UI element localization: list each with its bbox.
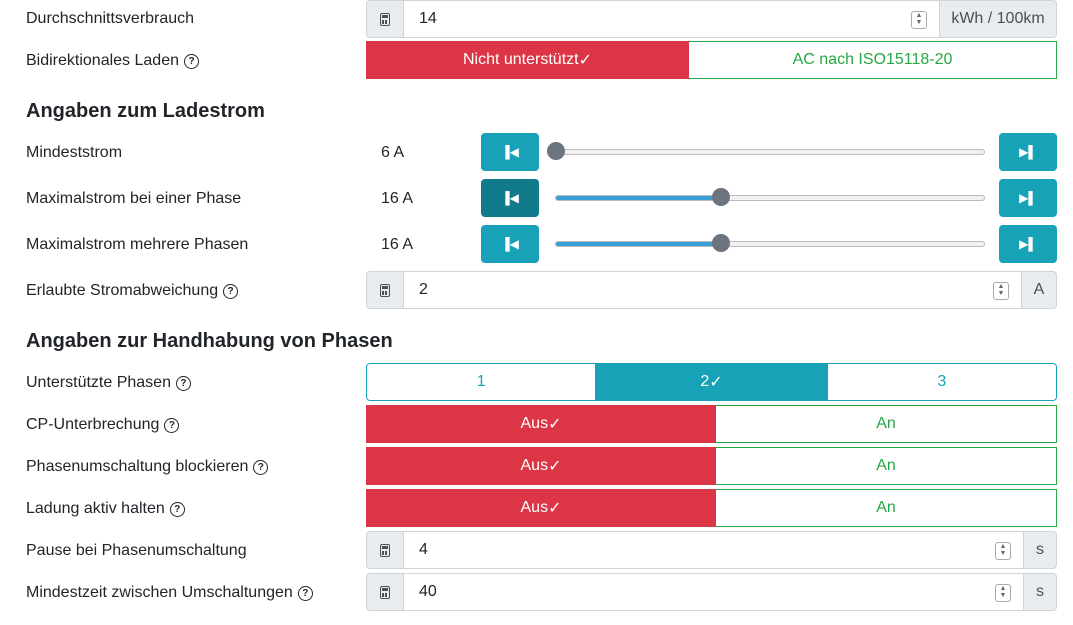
help-icon[interactable]: ? bbox=[175, 375, 191, 391]
check-icon: ✓ bbox=[548, 416, 562, 433]
help-icon[interactable]: ? bbox=[184, 53, 199, 69]
toggle-option-an[interactable]: An bbox=[716, 447, 1057, 485]
toggle-button-group: Aus ✓ An bbox=[366, 405, 1057, 443]
skip-back-icon: ▐◀ bbox=[501, 191, 519, 205]
slider-track[interactable] bbox=[555, 188, 985, 206]
slider-value: 16 A bbox=[381, 190, 414, 207]
bidi-option-nicht-unterstuetzt[interactable]: Nicht unterstützt ✓ bbox=[366, 41, 689, 79]
toggle-button-group: Aus ✓ An bbox=[366, 489, 1057, 527]
toggle-option-an[interactable]: An bbox=[716, 405, 1057, 443]
toggle-option-an[interactable]: An bbox=[716, 489, 1057, 527]
slider-track[interactable] bbox=[547, 142, 985, 160]
slider-value: 16 A bbox=[381, 236, 414, 253]
decrease-button[interactable]: ▐◀ bbox=[481, 179, 539, 217]
help-icon[interactable]: ? bbox=[223, 283, 239, 299]
phasen-button-group: 1 2 ✓ 3 bbox=[366, 363, 1057, 401]
mindestzeit-input[interactable]: 40 ▲ ▼ bbox=[404, 573, 1024, 611]
calculator-icon bbox=[366, 531, 404, 569]
heading-phasen: Angaben zur Handhabung von Phasen bbox=[26, 330, 393, 352]
toggle-label: Ladung aktiv halten? bbox=[26, 500, 185, 518]
spinner-icon[interactable]: ▲ ▼ bbox=[995, 542, 1011, 560]
check-icon: ✓ bbox=[548, 500, 562, 517]
spinner-icon[interactable]: ▲ ▼ bbox=[995, 584, 1011, 602]
toggle-label: Phasenumschaltung blockieren? bbox=[26, 458, 269, 476]
check-icon: ✓ bbox=[709, 374, 723, 391]
toggle-button-group: Aus ✓ An bbox=[366, 447, 1057, 485]
slider-value: 6 A bbox=[381, 144, 405, 161]
toggle-option-aus[interactable]: Aus ✓ bbox=[366, 405, 716, 443]
slider-label: Maximalstrom mehrere Phasen bbox=[26, 236, 249, 253]
help-icon[interactable]: ? bbox=[297, 585, 313, 601]
phasen-label: Unterstützte Phasen? bbox=[26, 374, 191, 392]
calculator-icon bbox=[366, 573, 404, 611]
skip-forward-icon: ▶▌ bbox=[1019, 145, 1037, 159]
pause-input[interactable]: 4 ▲ ▼ bbox=[404, 531, 1024, 569]
mindestzeit-label: Mindestzeit zwischen Umschaltungen? bbox=[26, 584, 313, 602]
slider-thumb[interactable] bbox=[711, 188, 730, 206]
increase-button[interactable]: ▶▌ bbox=[999, 133, 1057, 171]
toggle-option-aus[interactable]: Aus ✓ bbox=[366, 489, 716, 527]
help-icon[interactable]: ? bbox=[169, 501, 185, 517]
help-icon[interactable]: ? bbox=[253, 459, 269, 475]
skip-back-icon: ▐◀ bbox=[501, 145, 519, 159]
slider-label: Mindeststrom bbox=[26, 144, 123, 161]
calculator-icon bbox=[366, 271, 404, 309]
check-icon: ✓ bbox=[548, 458, 562, 475]
pause-unit: s bbox=[1024, 531, 1057, 569]
calculator-icon bbox=[366, 0, 404, 38]
mindestzeit-unit: s bbox=[1024, 573, 1057, 611]
abweichung-input-group: 2 ▲ ▼ A bbox=[366, 271, 1057, 309]
phasen-option-2[interactable]: 2 ✓ bbox=[596, 363, 827, 401]
heading-ladestrom: Angaben zum Ladestrom bbox=[26, 100, 265, 122]
help-icon[interactable]: ? bbox=[164, 417, 180, 433]
abweichung-input[interactable]: 2 ▲ ▼ bbox=[404, 271, 1022, 309]
toggle-option-aus[interactable]: Aus ✓ bbox=[366, 447, 716, 485]
toggle-label: CP-Unterbrechung? bbox=[26, 416, 180, 434]
slider-fill bbox=[556, 196, 721, 200]
verbrauch-input[interactable]: 14 ▲ ▼ bbox=[404, 0, 940, 38]
pause-label: Pause bei Phasenumschaltung bbox=[26, 542, 247, 559]
bidi-option-iso15118[interactable]: AC nach ISO15118-20 bbox=[689, 41, 1057, 79]
abweichung-label: Erlaubte Stromabweichung? bbox=[26, 282, 239, 300]
phasen-option-3[interactable]: 3 bbox=[826, 363, 1057, 401]
slider-fill bbox=[556, 242, 721, 246]
skip-forward-icon: ▶▌ bbox=[1019, 237, 1037, 251]
slider-label: Maximalstrom bei einer Phase bbox=[26, 190, 242, 207]
bidi-button-group: Nicht unterstützt ✓ AC nach ISO15118-20 bbox=[366, 41, 1057, 79]
bidi-label: Bidirektionales Laden? bbox=[26, 52, 199, 70]
abweichung-unit: A bbox=[1022, 271, 1057, 309]
spinner-icon[interactable]: ▲ ▼ bbox=[911, 11, 927, 29]
check-icon: ✓ bbox=[578, 52, 592, 69]
verbrauch-input-group: 14 ▲ ▼ kWh / 100km bbox=[366, 0, 1057, 38]
decrease-button[interactable]: ▐◀ bbox=[481, 225, 539, 263]
pause-input-group: 4 ▲ ▼ s bbox=[366, 531, 1057, 569]
increase-button[interactable]: ▶▌ bbox=[999, 225, 1057, 263]
slider-thumb[interactable] bbox=[711, 234, 730, 252]
skip-back-icon: ▐◀ bbox=[501, 237, 519, 251]
phasen-option-1[interactable]: 1 bbox=[366, 363, 597, 401]
spinner-icon[interactable]: ▲ ▼ bbox=[993, 282, 1009, 300]
decrease-button[interactable]: ▐◀ bbox=[481, 133, 539, 171]
increase-button[interactable]: ▶▌ bbox=[999, 179, 1057, 217]
slider-track[interactable] bbox=[555, 234, 985, 252]
verbrauch-unit: kWh / 100km bbox=[940, 0, 1057, 38]
mindestzeit-input-group: 40 ▲ ▼ s bbox=[366, 573, 1057, 611]
verbrauch-label: Durchschnittsverbrauch bbox=[26, 10, 195, 27]
slider-thumb[interactable] bbox=[547, 142, 565, 160]
skip-forward-icon: ▶▌ bbox=[1019, 191, 1037, 205]
